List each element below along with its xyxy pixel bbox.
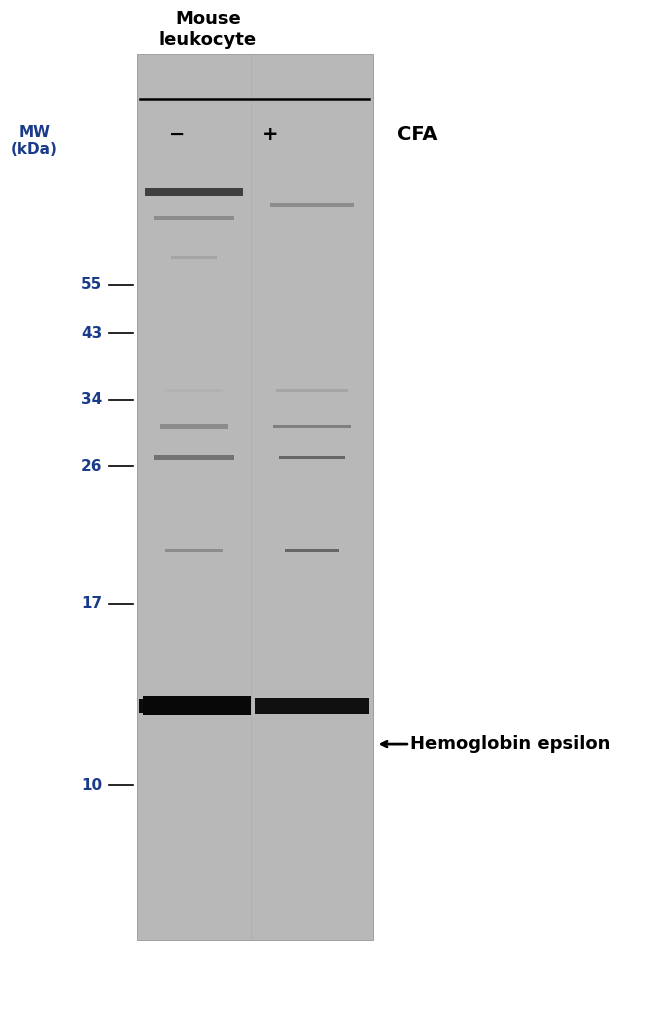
FancyBboxPatch shape — [279, 456, 345, 459]
Text: +: + — [262, 125, 278, 145]
FancyBboxPatch shape — [272, 425, 352, 428]
Text: 55: 55 — [81, 277, 103, 292]
Text: 17: 17 — [81, 596, 103, 612]
Text: −: − — [169, 125, 185, 145]
FancyBboxPatch shape — [154, 455, 234, 460]
Text: MW
(kDa): MW (kDa) — [10, 124, 58, 157]
FancyBboxPatch shape — [154, 216, 234, 220]
FancyBboxPatch shape — [256, 701, 368, 711]
FancyBboxPatch shape — [159, 424, 229, 429]
FancyBboxPatch shape — [136, 55, 372, 940]
Text: 43: 43 — [81, 326, 103, 341]
Text: Mouse
leukocyte: Mouse leukocyte — [159, 10, 257, 50]
Text: CFA: CFA — [397, 125, 438, 145]
Text: Hemoglobin epsilon: Hemoglobin epsilon — [410, 735, 610, 753]
FancyBboxPatch shape — [285, 549, 339, 552]
FancyBboxPatch shape — [140, 699, 248, 713]
FancyBboxPatch shape — [270, 203, 354, 207]
Text: 26: 26 — [81, 459, 103, 474]
Text: 10: 10 — [81, 777, 103, 793]
FancyBboxPatch shape — [145, 187, 243, 195]
FancyBboxPatch shape — [171, 257, 217, 260]
FancyBboxPatch shape — [255, 698, 369, 714]
Text: 34: 34 — [81, 392, 103, 407]
FancyBboxPatch shape — [165, 549, 223, 552]
FancyBboxPatch shape — [143, 696, 252, 715]
FancyBboxPatch shape — [276, 389, 348, 392]
FancyBboxPatch shape — [165, 389, 223, 392]
